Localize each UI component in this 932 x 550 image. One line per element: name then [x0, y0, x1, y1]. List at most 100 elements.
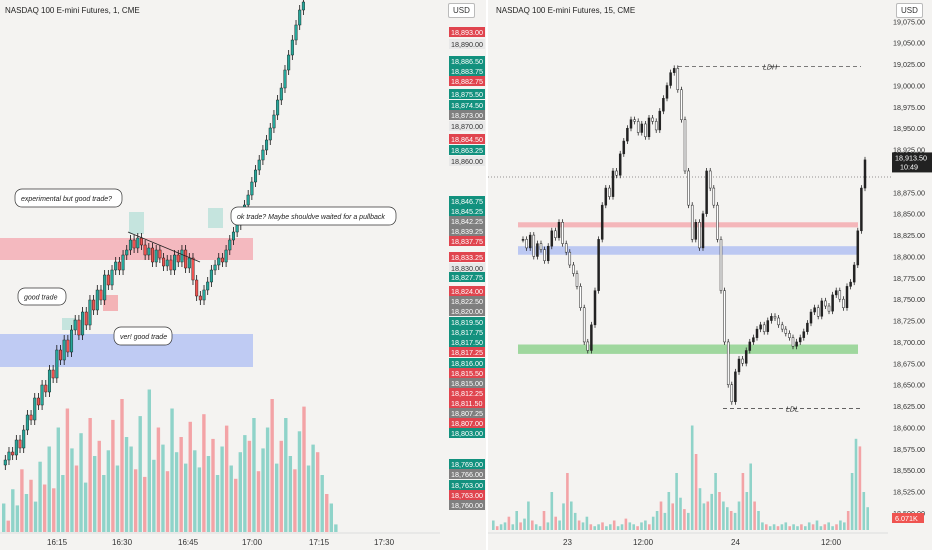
price-label-bg	[449, 252, 485, 262]
candle	[44, 384, 48, 393]
x-tick-label: 12:00	[821, 538, 842, 547]
candle	[22, 429, 26, 449]
candle	[250, 181, 254, 196]
candle	[809, 311, 813, 324]
volume-bar	[156, 427, 161, 532]
candle	[784, 328, 788, 334]
candle	[143, 244, 147, 256]
candle	[14, 439, 18, 456]
left-currency-label[interactable]: USD	[448, 3, 475, 18]
y-tick-label: 19,075.00	[893, 17, 925, 26]
y-tick-label: 18,875.00	[893, 188, 925, 197]
volume-bar	[581, 522, 585, 530]
volume-bar	[211, 438, 215, 532]
candle	[147, 247, 151, 256]
entry-box	[62, 318, 76, 330]
green-zone	[518, 344, 858, 354]
volume-bar	[846, 511, 850, 530]
right-currency-label[interactable]: USD	[896, 3, 923, 18]
volume-bar	[174, 452, 179, 532]
candle	[40, 384, 44, 406]
candle	[154, 249, 158, 263]
volume-bar	[655, 511, 659, 530]
volume-bar	[589, 524, 593, 530]
candle	[125, 249, 129, 256]
candle	[546, 245, 550, 261]
volume-bar	[628, 522, 632, 530]
price-label: 18,769.00	[451, 460, 483, 469]
volume-bar	[729, 511, 733, 530]
volume-bar	[224, 425, 229, 532]
candle	[276, 99, 280, 116]
volume-bar	[698, 488, 702, 530]
volume-bar	[558, 520, 561, 530]
price-label-bg	[449, 490, 485, 500]
volume-bar	[538, 526, 542, 530]
left-chart-canvas[interactable]: experimental but good trade? good trade ve…	[0, 0, 486, 550]
price-label: 18,875.50	[451, 90, 483, 99]
price-label-bg	[449, 196, 485, 206]
price-label-bg	[449, 56, 485, 66]
volume-bar	[256, 471, 261, 532]
volume-bar	[831, 526, 834, 530]
candle	[55, 349, 59, 379]
candle	[187, 257, 191, 269]
candle	[827, 305, 831, 312]
candle	[680, 89, 683, 120]
volume-bar	[858, 446, 862, 530]
candle	[629, 119, 633, 129]
volume-bar	[679, 497, 682, 530]
candle	[568, 251, 572, 266]
volume-bar	[823, 524, 827, 530]
volume-bar	[65, 408, 70, 532]
candle	[73, 319, 77, 331]
volume-bar	[749, 463, 752, 530]
candle	[195, 279, 199, 297]
volume-bar	[129, 446, 133, 532]
volume-bar	[675, 473, 678, 530]
volume-bar	[42, 484, 47, 532]
candle	[777, 317, 780, 326]
candle	[217, 257, 221, 266]
y-tick-label: 19,025.00	[893, 60, 925, 69]
volume-bar	[320, 475, 324, 532]
volume-bar	[161, 444, 165, 532]
price-label-bg	[449, 500, 485, 510]
candle	[224, 249, 228, 263]
price-label: 18,824.00	[451, 287, 483, 296]
price-label-bg	[449, 368, 485, 378]
candle	[150, 247, 154, 263]
candle	[676, 68, 680, 91]
price-label: 18,820.00	[451, 307, 483, 316]
x-tick-label: 16:45	[178, 538, 199, 547]
left-chart-pane[interactable]: NASDAQ 100 E-mini Futures, 1, CME USD ex…	[0, 0, 486, 550]
candle	[77, 319, 81, 336]
price-label: 18,815.00	[451, 379, 483, 388]
candle	[95, 289, 99, 311]
price-label-bg	[449, 121, 485, 131]
volume-bar	[184, 463, 188, 532]
volume-bar	[138, 416, 142, 532]
volume-bar	[835, 524, 838, 530]
price-label-bg	[449, 358, 485, 368]
candle	[600, 204, 604, 240]
candle	[737, 358, 741, 373]
volume-bar	[143, 476, 147, 532]
pane-divider[interactable]	[486, 0, 488, 550]
volume-bar	[784, 522, 788, 530]
price-label: 18,803.00	[451, 429, 483, 438]
volume-bar	[288, 456, 293, 532]
candle	[180, 249, 184, 263]
volume-bar	[6, 520, 10, 532]
volume-bar	[768, 526, 772, 530]
candle	[198, 295, 202, 301]
volume-bar	[220, 446, 224, 532]
volume-bar	[306, 465, 311, 532]
price-label-bg	[449, 337, 485, 347]
volume-bar	[33, 501, 38, 532]
right-chart-pane[interactable]: NASDAQ 100 E-mini Futures, 15, CME USD L…	[488, 0, 932, 550]
candle	[791, 337, 795, 347]
volume-bar	[79, 433, 83, 532]
right-chart-canvas[interactable]: LDH LDL 19,075.00 19,050.00 19,025.00 19,000.…	[488, 0, 932, 550]
x-tick-label: 23	[563, 538, 572, 547]
